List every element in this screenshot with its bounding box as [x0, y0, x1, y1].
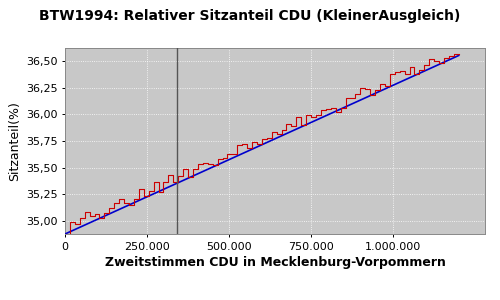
Y-axis label: Sitzanteil(%): Sitzanteil(%) — [8, 101, 22, 181]
X-axis label: Zweitstimmen CDU in Mecklenburg-Vorpommern: Zweitstimmen CDU in Mecklenburg-Vorpomme… — [104, 256, 446, 269]
Text: BTW1994: Relativer Sitzanteil CDU (KleinerAusgleich): BTW1994: Relativer Sitzanteil CDU (Klein… — [40, 9, 461, 23]
